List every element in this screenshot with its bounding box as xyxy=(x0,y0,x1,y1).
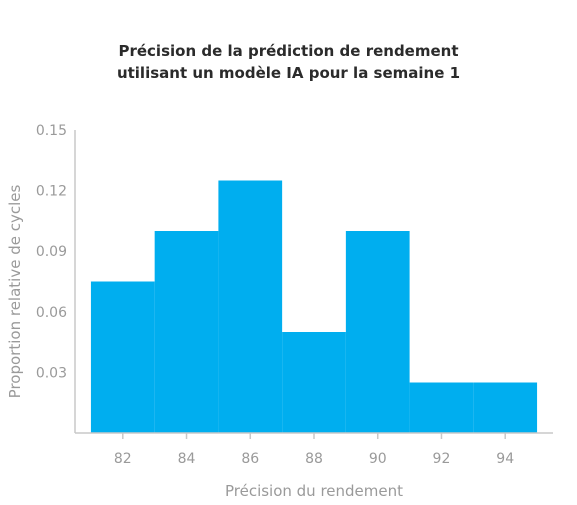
histogram-bar-7 xyxy=(473,382,538,433)
x-tick-label: 90 xyxy=(369,451,387,467)
x-ticks-group: 82 84 86 88 90 92 94 xyxy=(114,433,514,467)
y-tick-label: 0.06 xyxy=(36,305,67,321)
x-tick-label: 86 xyxy=(241,451,259,467)
y-tick-label: 0.09 xyxy=(36,244,67,260)
x-tick-label: 82 xyxy=(114,451,132,467)
histogram-bar-2 xyxy=(154,231,219,433)
x-tick-label: 94 xyxy=(496,451,514,467)
x-tick-label: 84 xyxy=(178,451,196,467)
chart-title: Précision de la prédiction de rendement … xyxy=(0,40,577,84)
histogram-bar-5 xyxy=(345,231,410,433)
x-tick-label: 92 xyxy=(433,451,451,467)
bars-group xyxy=(90,180,538,433)
x-axis-label: Précision du rendement xyxy=(225,482,403,500)
y-ticks-group: 0.03 0.06 0.09 0.12 0.15 xyxy=(36,123,67,381)
histogram-bar-1 xyxy=(90,281,155,433)
y-tick-label: 0.15 xyxy=(36,123,67,139)
chart-title-line-1: Précision de la prédiction de rendement xyxy=(118,42,459,60)
y-tick-label: 0.12 xyxy=(36,184,67,200)
histogram-bar-3 xyxy=(218,180,283,433)
histogram-bar-4 xyxy=(282,332,346,433)
y-axis-label: Proportion relative de cycles xyxy=(6,185,24,399)
y-tick-label: 0.03 xyxy=(36,365,67,381)
histogram-bar-6 xyxy=(409,382,474,433)
chart-title-line-2: utilisant un modèle IA pour la semaine 1 xyxy=(116,64,461,82)
x-tick-label: 88 xyxy=(305,451,323,467)
